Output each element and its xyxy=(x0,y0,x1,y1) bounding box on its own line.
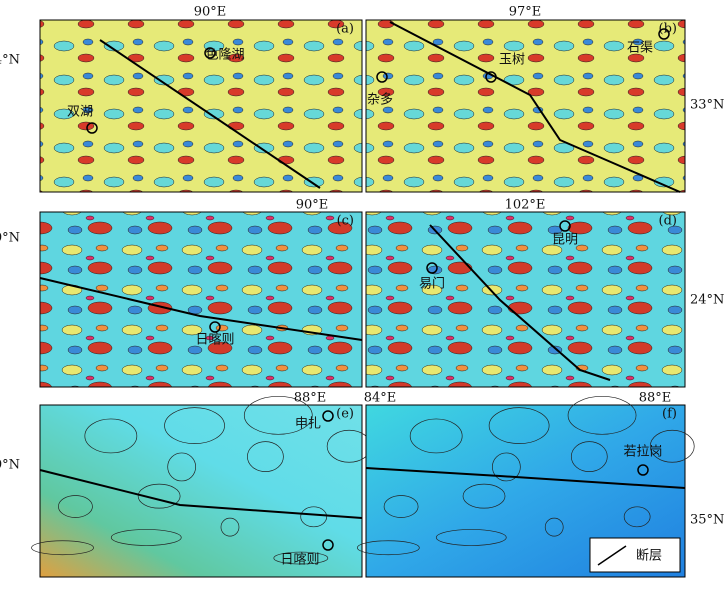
contour xyxy=(435,529,507,546)
fault-line xyxy=(39,277,363,341)
place-marker xyxy=(322,539,334,551)
contour xyxy=(110,529,182,546)
place-name: 申扎 xyxy=(295,417,321,432)
contour xyxy=(84,418,138,454)
place-marker xyxy=(426,262,438,274)
map-background xyxy=(365,211,686,388)
map-panel: (f) 84°E 88°E 35°N 若拉岗 xyxy=(356,391,724,578)
latitude-label: 35°N xyxy=(690,513,724,528)
longitude-label: 102°E xyxy=(505,198,546,213)
contour xyxy=(462,483,506,509)
contour xyxy=(383,495,419,518)
place-name: 石渠 xyxy=(627,41,653,56)
legend: 断层 xyxy=(589,537,681,573)
contour xyxy=(300,506,328,528)
contour xyxy=(492,452,521,482)
contour xyxy=(488,407,550,444)
place-marker xyxy=(559,220,571,232)
latitude-label: 34°N xyxy=(0,53,20,68)
panel-label: (a) xyxy=(336,22,354,37)
legend-box xyxy=(589,537,681,573)
place-marker xyxy=(86,122,98,134)
longitude-label: 84°E xyxy=(364,391,397,406)
contour xyxy=(243,395,313,435)
panel-label: (b) xyxy=(659,22,677,37)
map-panel: (c) 90°E 30°N 日喀则 xyxy=(0,198,363,388)
contour xyxy=(409,418,463,454)
contour xyxy=(356,540,420,556)
longitude-label: 90°E xyxy=(194,5,227,20)
place-marker xyxy=(209,321,221,333)
contour xyxy=(164,407,225,444)
longitude-label: 90°E xyxy=(296,198,329,213)
place-marker xyxy=(322,410,334,422)
contour xyxy=(567,395,637,435)
contour xyxy=(58,495,93,518)
contour xyxy=(167,452,197,482)
contour xyxy=(137,483,181,509)
panel-label: (e) xyxy=(336,407,354,422)
map-background xyxy=(365,19,686,193)
place-name: 若拉岗 xyxy=(623,444,662,460)
place-marker xyxy=(376,71,388,83)
longitude-label: 88°E xyxy=(294,391,327,406)
contour xyxy=(544,517,564,537)
place-name: 玉树 xyxy=(499,53,525,68)
place-name: 日喀则 xyxy=(195,332,234,348)
longitude-label: 88°E xyxy=(639,391,672,406)
place-marker xyxy=(204,47,216,59)
place-name: 色隆湖 xyxy=(205,47,244,63)
contour xyxy=(273,551,329,565)
latitude-label: 24°N xyxy=(690,293,724,308)
place-marker xyxy=(637,464,649,476)
contour xyxy=(649,429,695,463)
place-name: 杂多 xyxy=(367,92,393,108)
legend-fault-symbol xyxy=(597,545,627,566)
map-background xyxy=(39,211,363,388)
place-name: 昆明 xyxy=(552,233,578,248)
fault-line xyxy=(99,39,321,189)
fault-line xyxy=(365,467,686,489)
place-marker xyxy=(658,28,670,40)
fault-line xyxy=(389,21,681,193)
legend-label: 断层 xyxy=(636,549,662,564)
place-marker xyxy=(485,71,497,83)
panel-label: (c) xyxy=(337,214,354,229)
panel-label: (d) xyxy=(659,214,677,229)
longitude-label: 97°E xyxy=(509,5,542,20)
latitude-label: 30°N xyxy=(0,458,20,473)
contour xyxy=(247,441,284,472)
contour xyxy=(220,517,240,537)
contour xyxy=(31,540,94,556)
panel-label: (f) xyxy=(662,407,677,422)
latitude-label: 33°N xyxy=(690,98,724,113)
place-name: 易门 xyxy=(419,277,445,292)
fault-line xyxy=(39,469,363,519)
place-name: 日喀则 xyxy=(280,552,319,568)
latitude-label: 30°N xyxy=(0,231,20,246)
map-background xyxy=(39,19,363,193)
contour xyxy=(623,506,651,528)
place-name: 双湖 xyxy=(67,105,93,120)
fault-line xyxy=(429,224,611,381)
contour xyxy=(570,441,608,472)
